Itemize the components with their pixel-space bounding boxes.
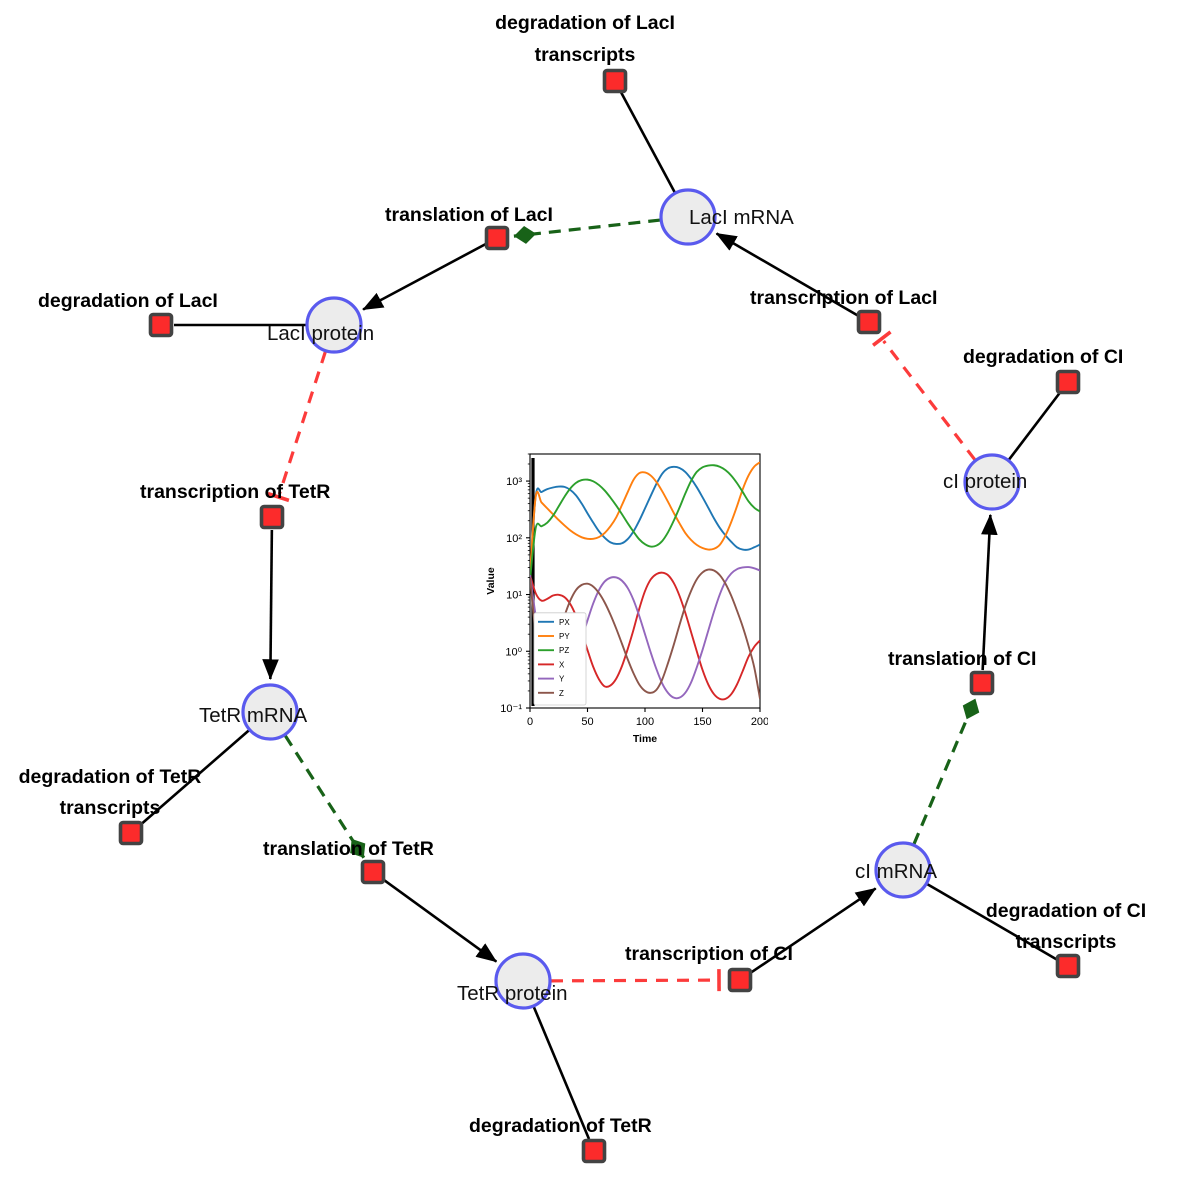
reaction-label-deg_laci_transcripts: degradation of LacI transcripts: [495, 12, 675, 66]
edge-flux: [139, 729, 250, 826]
edge-flux: [926, 882, 1058, 961]
y-tick-label: 10³: [506, 476, 522, 488]
timecourse-plot: 0 50 100 150 200 10⁻¹ 10⁰ 10¹ 10² 10³ Time Value PX P…: [485, 453, 768, 745]
edge-flux: [1007, 391, 1062, 461]
reaction-node-transcription_ci[interactable]: [727, 967, 753, 993]
label-layer: LacI mRNA LacI protein TetR mRNA TetR prote…: [19, 12, 1147, 1137]
species-label-laci_mrna: LacI mRNA: [689, 206, 794, 229]
reaction-node-translation_ci[interactable]: [969, 670, 995, 696]
plot-line-Z: [530, 568, 760, 700]
legend-label-PY: PY: [559, 632, 570, 641]
reaction-node-transcription_tetr[interactable]: [259, 504, 285, 530]
species-label-tetr_mrna: TetR mRNA: [199, 704, 308, 727]
edge-flux: [750, 887, 877, 974]
reaction-label-transcription_ci: transcription of CI: [625, 943, 793, 965]
plot-line-PY: [530, 461, 760, 576]
plot-line-PX: [530, 465, 760, 578]
y-tick-label: 10¹: [506, 590, 522, 602]
species-node-ci_mrna[interactable]: [874, 841, 932, 899]
reaction-label-deg_tetr: degradation of TetR: [469, 1115, 652, 1137]
reaction-node-deg_laci_transcripts[interactable]: [602, 68, 628, 94]
legend-label-Y: Y: [559, 675, 565, 684]
edge-activation: [513, 218, 661, 244]
node-layer: [118, 68, 1081, 1164]
legend-label-PZ: PZ: [559, 646, 569, 655]
reaction-node-deg_laci[interactable]: [148, 312, 174, 338]
edge-activation: [912, 698, 980, 845]
reaction-label-deg_laci: degradation of LacI: [38, 290, 218, 312]
reaction-node-deg_ci_transcripts[interactable]: [1055, 953, 1081, 979]
reaction-label-deg_ci_transcripts: degradation of CI transcripts: [986, 900, 1146, 953]
reaction-label-translation_ci: translation of CI: [888, 648, 1036, 670]
x-tick-label: 100: [636, 716, 654, 728]
edge-inhibition: [277, 351, 327, 495]
y-tick-label: 10²: [506, 533, 522, 545]
reaction-node-deg_tetr_transcripts[interactable]: [118, 820, 144, 846]
species-label-ci_mrna: cI mRNA: [855, 860, 937, 883]
edge-flux: [362, 242, 487, 311]
species-node-laci_protein[interactable]: [305, 296, 363, 354]
reaction-node-translation_tetr[interactable]: [360, 859, 386, 885]
species-node-laci_mrna[interactable]: [659, 188, 717, 246]
reaction-label-deg_tetr_transcripts: degradation of TetR transcripts: [19, 766, 202, 819]
plot-line-PZ: [530, 464, 760, 581]
species-node-ci_protein[interactable]: [963, 453, 1021, 511]
species-node-tetr_protein[interactable]: [494, 952, 552, 1010]
species-label-laci_protein: LacI protein: [267, 322, 374, 345]
reaction-node-deg_tetr[interactable]: [581, 1138, 607, 1164]
x-tick-label: 50: [581, 716, 593, 728]
species-label-ci_protein: cI protein: [943, 470, 1027, 493]
edge-flux: [382, 878, 498, 963]
edge-flux: [620, 91, 676, 193]
edge-flux: [981, 513, 998, 671]
edge-flux: [262, 529, 279, 681]
reaction-label-transcription_tetr: transcription of TetR: [140, 481, 330, 503]
reaction-label-transcription_laci: transcription of LacI: [750, 287, 937, 309]
legend-label-Z: Z: [559, 689, 564, 698]
edge-activation: [283, 734, 366, 859]
x-tick-label: 0: [527, 716, 533, 728]
reaction-label-translation_laci: translation of LacI: [385, 204, 553, 226]
edge-flux: [532, 1006, 591, 1140]
y-tick-label: 10⁻¹: [500, 703, 522, 715]
reaction-node-deg_ci[interactable]: [1055, 369, 1081, 395]
species-label-tetr_protein: TetR protein: [457, 982, 568, 1005]
edge-layer: [139, 91, 1062, 1140]
plot-ylabel: Value: [485, 567, 497, 595]
x-tick-label: 200: [751, 716, 768, 728]
inhibition-tbar: [871, 330, 892, 347]
inhibition-tbar: [267, 491, 290, 503]
reaction-node-translation_laci[interactable]: [484, 225, 510, 251]
simulation-plot-inset: 0 50 100 150 200 10⁻¹ 10⁰ 10¹ 10² 10³ Time Value PX P…: [478, 440, 768, 756]
x-tick-label: 150: [693, 716, 711, 728]
reaction-label-deg_ci: degradation of CI: [963, 346, 1123, 368]
legend-label-PX: PX: [559, 618, 570, 627]
legend-label-X: X: [559, 660, 565, 669]
reaction-label-translation_tetr: translation of TetR: [263, 838, 434, 860]
edge-flux: [715, 232, 859, 317]
reaction-node-transcription_laci[interactable]: [856, 309, 882, 335]
species-node-tetr_mrna[interactable]: [241, 683, 299, 741]
plot-xlabel: Time: [633, 733, 657, 745]
edge-inhibition: [882, 340, 977, 461]
plot-line-X: [530, 571, 760, 701]
edge-inhibition: [550, 978, 717, 983]
y-tick-label: 10⁰: [505, 646, 522, 658]
